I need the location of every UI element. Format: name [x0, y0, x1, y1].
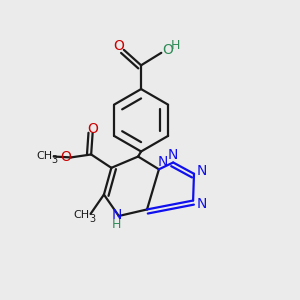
Text: O: O: [113, 39, 124, 53]
Text: N: N: [111, 208, 122, 222]
Text: N: N: [196, 196, 207, 211]
Text: O: O: [88, 122, 98, 136]
Text: N: N: [157, 155, 168, 170]
Text: H: H: [171, 39, 180, 52]
Text: 3: 3: [89, 214, 95, 224]
Text: H: H: [112, 218, 121, 231]
Text: 3: 3: [51, 155, 57, 165]
Text: CH: CH: [36, 151, 52, 161]
Text: CH: CH: [73, 210, 89, 220]
Text: N: N: [167, 148, 178, 162]
Text: O: O: [60, 150, 71, 164]
Text: N: N: [197, 164, 208, 178]
Text: O: O: [162, 43, 173, 57]
